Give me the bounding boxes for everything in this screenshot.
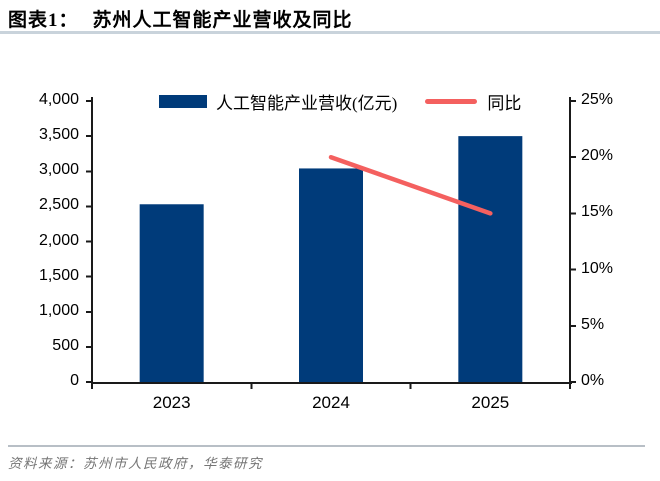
bar-2025 (458, 136, 523, 383)
right-axis-label: 10% (581, 259, 614, 277)
footer-divider (8, 445, 645, 447)
left-axis-label: 3,500 (38, 126, 79, 144)
legend-bar-label: 人工智能产业营收(亿元) (216, 93, 398, 113)
left-axis-label: 500 (52, 336, 79, 354)
right-axis-label: 20% (581, 147, 614, 165)
figure-label: 图表1： (8, 10, 79, 31)
right-axis-label: 15% (581, 203, 614, 221)
x-axis-label: 2023 (152, 393, 191, 412)
x-axis-label: 2025 (471, 393, 510, 412)
figure-header: 图表1： 苏州人工智能产业营收及同比 (8, 5, 658, 31)
right-axis-label: 5% (581, 315, 605, 333)
x-axis-label: 2024 (312, 393, 350, 412)
legend-line-label: 同比 (487, 93, 522, 113)
bar-2024 (299, 168, 363, 383)
right-axis-label: 25% (581, 91, 614, 108)
source-note: 资料来源：苏州市人民政府，华泰研究 (8, 456, 263, 471)
left-axis-label: 4,000 (38, 91, 79, 108)
title-underline (0, 31, 660, 34)
left-axis-label: 2,000 (38, 231, 79, 249)
left-axis-label: 1,000 (38, 301, 79, 319)
left-axis-label: 1,500 (38, 266, 79, 284)
left-axis-label: 2,500 (38, 196, 79, 214)
chart-legend: 人工智能产业营收(亿元) 同比 (159, 90, 522, 113)
right-axis-label: 0% (581, 372, 605, 389)
left-axis-label: 0 (70, 372, 79, 389)
legend-bar-swatch (159, 94, 207, 108)
legend-line-swatch (425, 98, 478, 104)
left-axis-label: 3,000 (38, 161, 79, 179)
yoy-line (328, 154, 493, 216)
bar-2023 (139, 204, 204, 383)
figure-title: 苏州人工智能产业营收及同比 (92, 10, 353, 31)
